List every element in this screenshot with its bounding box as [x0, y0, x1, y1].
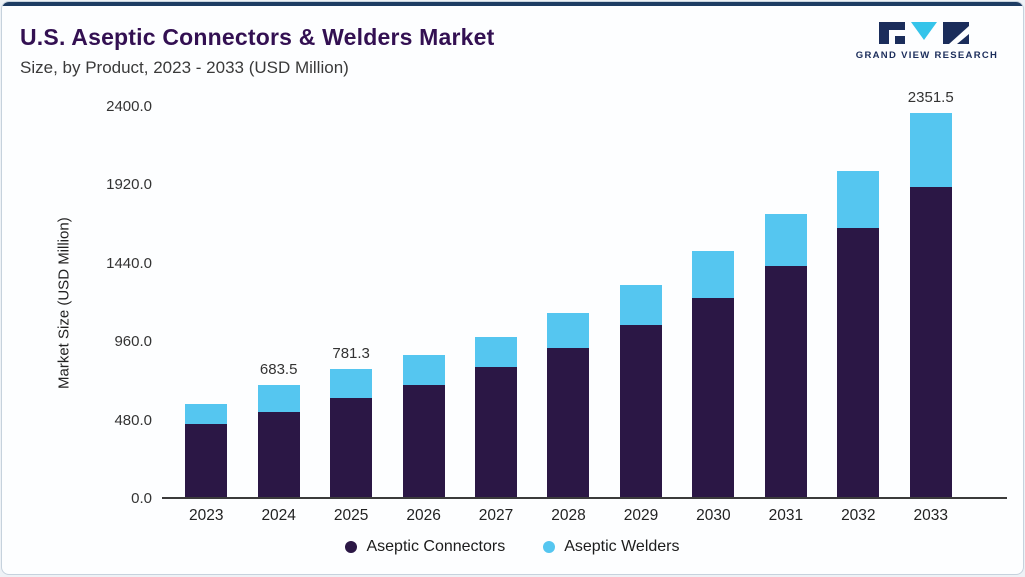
stacked-bar	[547, 313, 590, 497]
legend-dot-icon	[543, 541, 556, 553]
x-tick-label: 2028	[551, 507, 586, 524]
bar-segment-aseptic-welders	[185, 403, 228, 424]
bar-segment-aseptic-welders	[692, 251, 735, 298]
bar-segment-aseptic-connectors	[402, 385, 445, 497]
legend-item: Aseptic Welders	[543, 538, 680, 556]
x-tick-label: 2026	[406, 507, 441, 524]
stacked-bar	[909, 112, 952, 497]
x-tick-label: 2024	[261, 507, 296, 524]
bar-segment-aseptic-welders	[837, 171, 880, 228]
bar-segment-aseptic-welders	[619, 284, 662, 325]
bar-segment-aseptic-connectors	[837, 227, 880, 497]
x-tick-label: 2023	[188, 507, 224, 524]
stacked-bar	[692, 251, 735, 497]
bar-group-2033: 2351.5	[895, 89, 967, 497]
chart-title: U.S. Aseptic Connectors & Welders Market	[20, 24, 495, 50]
x-tick-label: 2032	[841, 507, 876, 524]
bar-segment-aseptic-connectors	[475, 367, 518, 497]
bar-group-2029	[605, 107, 677, 497]
bar-segment-aseptic-welders	[475, 336, 518, 368]
stacked-bar	[402, 354, 445, 497]
x-tick-label: 2031	[768, 507, 804, 524]
bar-group-2027	[460, 107, 532, 497]
top-accent-bar	[2, 2, 1023, 6]
bar-segment-aseptic-welders	[402, 354, 445, 386]
y-tick-label: 2400.0	[106, 98, 152, 115]
bar-group-2028	[532, 107, 604, 497]
y-axis-ticks: 0.0 480.0 960.0 1440.0 1920.0 2400.0	[82, 98, 152, 507]
x-axis-labels: 2023 2024 2025 2026 2027 2028 2029 2030 2031 2032…	[162, 507, 1007, 525]
bar-segment-aseptic-connectors	[547, 347, 590, 497]
bar-group-2030	[677, 107, 749, 497]
legend-item: Aseptic Connectors	[345, 538, 505, 556]
x-tick-label: 2033	[913, 507, 948, 524]
bar-segment-aseptic-welders	[330, 369, 373, 399]
bar-segment-aseptic-connectors	[619, 324, 662, 497]
stacked-bar	[257, 385, 300, 497]
grand-view-research-logo: GRAND VIEW RESEARCH	[853, 22, 1001, 61]
bar-group-2032	[822, 107, 894, 497]
y-tick-label: 960.0	[114, 333, 152, 351]
y-tick-label: 1920.0	[106, 176, 152, 194]
stacked-bar	[764, 213, 807, 497]
legend: Aseptic Connectors Aseptic Welders	[2, 538, 1023, 556]
bar-value-label: 683.5	[259, 361, 298, 379]
stacked-bar	[619, 284, 662, 497]
chart-subtitle: Size, by Product, 2023 - 2033 (USD Milli…	[20, 58, 349, 77]
bar-group-2025: 781.3	[315, 107, 387, 497]
stacked-bar	[475, 336, 518, 497]
logo-text: GRAND VIEW RESEARCH	[855, 50, 999, 61]
bar-group-2024: 683.5	[242, 107, 314, 497]
legend-label: Aseptic Connectors	[366, 538, 506, 555]
logo-marks-icon	[879, 22, 969, 44]
bar-group-2031	[750, 107, 822, 497]
x-tick-label: 2030	[696, 507, 731, 524]
legend-dot-icon	[345, 541, 358, 553]
y-axis-title: Market Size (USD Million)	[55, 217, 73, 389]
bar-segment-aseptic-connectors	[185, 423, 228, 497]
stacked-bar	[185, 403, 228, 497]
legend-label: Aseptic Welders	[564, 538, 680, 555]
x-tick-label: 2025	[333, 507, 369, 524]
bar-segment-aseptic-welders	[257, 385, 300, 413]
bar-segment-aseptic-welders	[764, 213, 807, 266]
bar-segment-aseptic-connectors	[764, 265, 807, 497]
bar-value-label: 2351.5	[907, 88, 954, 106]
bar-segment-aseptic-connectors	[330, 398, 373, 497]
bar-group-2026	[387, 107, 459, 497]
stacked-bar	[330, 369, 373, 497]
bars: 683.5 781.3 2351.5	[162, 89, 1007, 497]
bar-segment-aseptic-welders	[547, 313, 590, 348]
bar-segment-aseptic-connectors	[692, 297, 735, 497]
bar-segment-aseptic-connectors	[257, 412, 300, 497]
x-tick-label: 2027	[478, 507, 514, 524]
bar-value-label: 781.3	[332, 345, 370, 363]
bar-segment-aseptic-connectors	[909, 186, 952, 497]
bar-group-2023	[170, 107, 242, 497]
bar-segment-aseptic-welders	[909, 112, 952, 187]
plot-area: 683.5 781.3 2351.5	[162, 89, 1007, 499]
stacked-bar	[837, 171, 880, 497]
chart-header: U.S. Aseptic Connectors & Welders Market…	[20, 24, 495, 78]
x-tick-label: 2029	[623, 507, 659, 524]
y-tick-label: 480.0	[114, 411, 152, 429]
y-tick-label: 1440.0	[106, 254, 152, 272]
y-tick-label: 0.0	[131, 490, 152, 507]
